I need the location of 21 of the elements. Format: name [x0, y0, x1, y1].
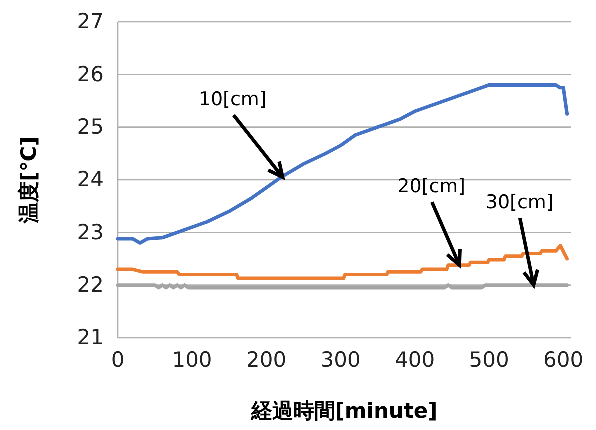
y-tick-label: 23: [77, 220, 104, 244]
y-tick-label: 24: [77, 168, 104, 192]
x-tick-label: 0: [111, 348, 125, 372]
y-axis-title: 温度[℃]: [17, 136, 41, 224]
y-tick-label: 21: [77, 326, 104, 350]
annotation: 20[cm]: [398, 175, 466, 198]
annotation: 10[cm]: [198, 88, 267, 110]
x-axis-title: 経過時間[minute]: [250, 399, 438, 423]
y-tick-label: 25: [77, 115, 104, 140]
x-tick-label: 500: [469, 348, 510, 372]
line-series: [116, 83, 570, 245]
line-series: [116, 244, 570, 280]
y-tick-label: 22: [77, 273, 104, 298]
y-tick-label: 27: [77, 10, 104, 34]
annotation: 30[cm]: [486, 191, 554, 214]
x-tick-label: 200: [246, 348, 287, 372]
x-tick-label: 100: [172, 348, 212, 372]
x-tick-label: 600: [544, 348, 584, 372]
x-tick-label: 400: [395, 348, 436, 372]
y-tick-label: 26: [77, 62, 104, 86]
x-tick-label: 300: [320, 348, 361, 372]
